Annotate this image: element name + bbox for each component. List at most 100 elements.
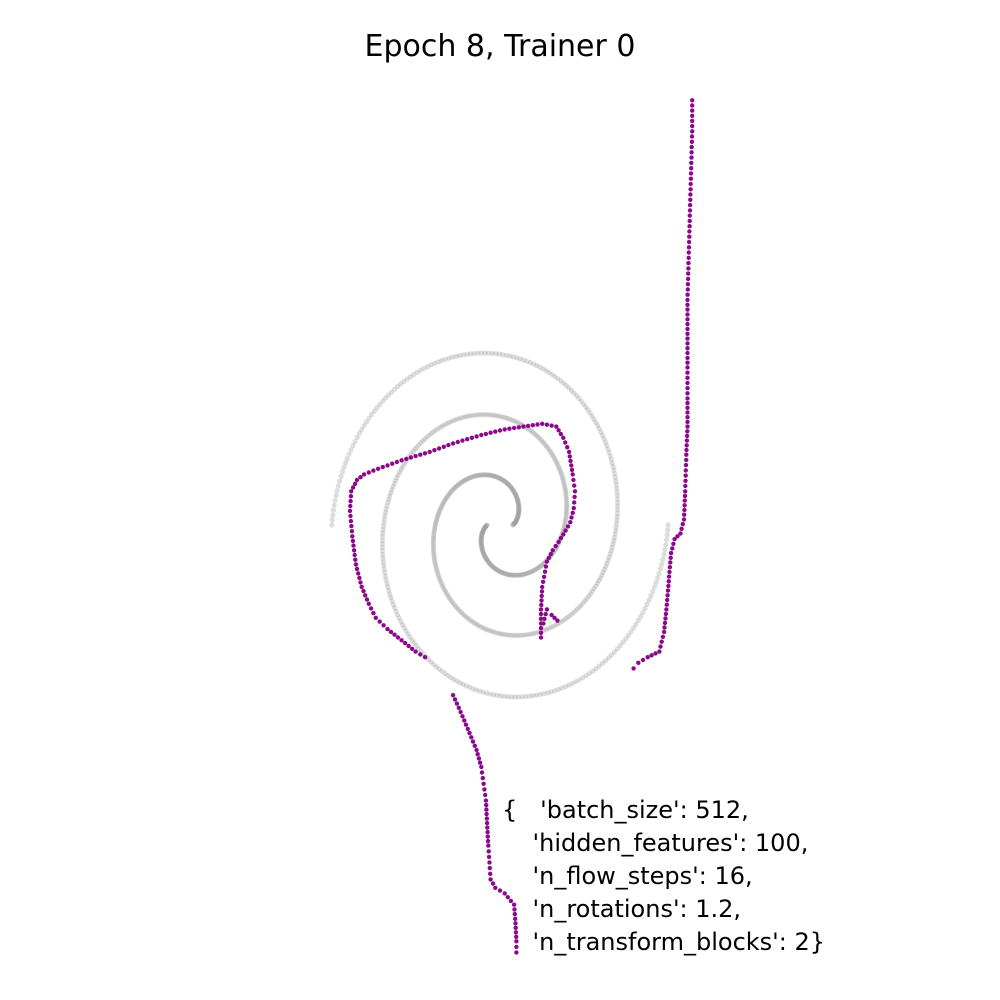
target-point (506, 482, 512, 489)
sample-point (484, 816, 490, 821)
sample-point (686, 245, 692, 250)
sample-point (521, 424, 526, 429)
target-point (480, 527, 487, 533)
target-point (628, 629, 634, 635)
target-point (449, 599, 456, 606)
target-point (413, 643, 420, 649)
target-point (559, 685, 565, 691)
sample-point (663, 616, 668, 621)
target-point (483, 626, 489, 632)
target-point (444, 592, 451, 598)
target-spiral (329, 350, 671, 700)
target-point (433, 664, 440, 670)
sample-point (380, 464, 385, 470)
target-point (484, 412, 490, 418)
target-point (449, 488, 455, 494)
target-point (374, 405, 380, 411)
target-point (540, 366, 546, 372)
sample-point (690, 129, 695, 134)
target-point (431, 533, 437, 539)
target-point (435, 426, 441, 432)
sample-point (687, 234, 692, 239)
sample-point (358, 475, 363, 480)
sample-point (388, 629, 394, 635)
target-point (481, 525, 487, 531)
sample-point (485, 825, 490, 830)
target-point (620, 639, 626, 645)
sample-point (484, 802, 489, 808)
target-point (537, 691, 543, 698)
target-point (329, 522, 335, 528)
sample-point (682, 512, 687, 517)
target-point (547, 448, 553, 454)
target-point (568, 612, 574, 618)
target-point (539, 562, 545, 568)
target-point (561, 479, 567, 485)
target-point (584, 595, 590, 602)
target-point (516, 504, 522, 510)
sample-point (549, 423, 554, 428)
target-point (440, 500, 446, 506)
target-point (447, 490, 453, 497)
target-point (644, 601, 650, 608)
sample-point (667, 565, 673, 570)
target-point (503, 415, 509, 421)
sample-point (513, 916, 518, 921)
target-point (560, 380, 567, 386)
sample-point (685, 350, 690, 356)
target-point (388, 389, 395, 395)
config-line: 'n_rotations': 1.2, (502, 895, 741, 923)
target-point (474, 473, 480, 479)
target-point (582, 598, 588, 604)
sample-point (482, 787, 487, 792)
target-point (548, 625, 554, 631)
target-point (484, 557, 490, 564)
target-point (614, 521, 620, 527)
target-point (614, 485, 620, 491)
target-point (661, 552, 667, 558)
target-point (454, 678, 460, 684)
target-point (487, 561, 493, 567)
sample-point (685, 317, 690, 322)
target-point (479, 543, 485, 550)
sample-point (488, 877, 493, 882)
target-point (456, 416, 462, 422)
target-point (557, 468, 564, 474)
sample-point (493, 429, 498, 434)
target-point (482, 350, 488, 356)
target-point (382, 573, 388, 579)
target-point (478, 535, 484, 541)
target-point (483, 472, 489, 478)
target-point (609, 544, 615, 551)
sample-point (681, 517, 687, 522)
target-point (566, 682, 572, 688)
target-point (563, 496, 570, 502)
target-point (576, 395, 582, 401)
target-point (513, 519, 519, 525)
target-point (516, 507, 522, 513)
target-point (510, 632, 516, 638)
target-point (454, 605, 460, 611)
sample-point (682, 503, 687, 508)
target-point (431, 529, 437, 535)
target-point (546, 369, 552, 376)
sample-point (649, 653, 654, 658)
target-point (559, 475, 566, 481)
target-point (331, 502, 337, 508)
target-point (498, 476, 504, 482)
target-point (513, 518, 519, 524)
sample-point (348, 503, 353, 509)
target-point (487, 628, 493, 634)
target-point (392, 386, 398, 392)
target-point (646, 597, 652, 603)
sample-point (565, 445, 570, 450)
sample-point (348, 513, 353, 519)
target-point (432, 521, 439, 528)
target-point (586, 670, 593, 677)
target-point (540, 439, 546, 445)
target-point (527, 569, 533, 576)
sample-point (399, 638, 404, 643)
sample-point (561, 435, 566, 440)
target-point (330, 507, 337, 513)
target-point (614, 510, 621, 516)
